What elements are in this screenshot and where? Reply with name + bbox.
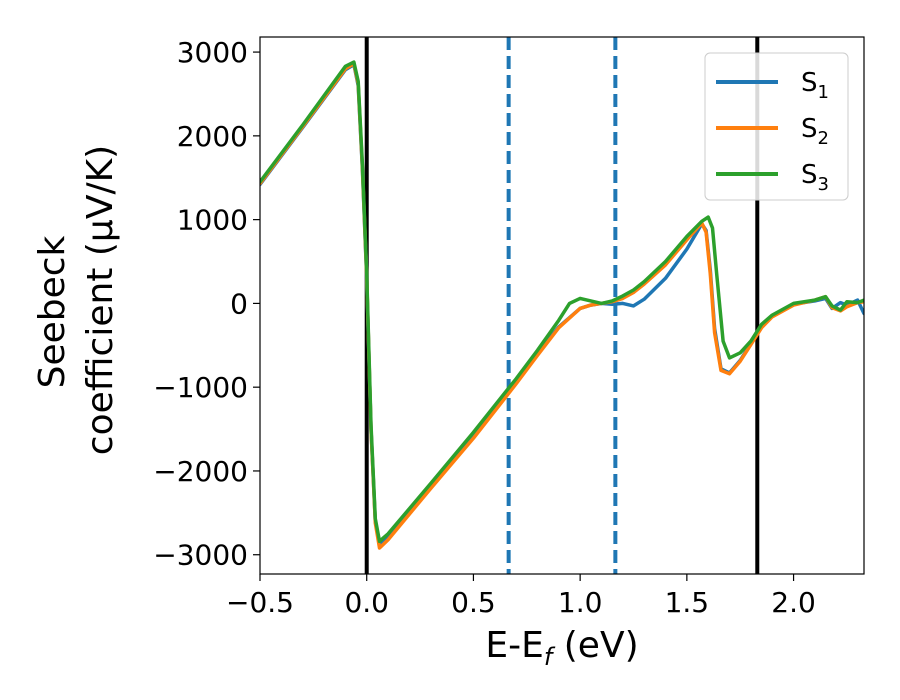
- legend-label-s1: S1: [801, 68, 829, 103]
- legend-label-s3: S3: [801, 160, 829, 195]
- y-tick-label: −3000: [153, 539, 248, 572]
- x-tick-label: 1.5: [665, 586, 710, 619]
- y-tick-label: 1000: [177, 204, 248, 237]
- axis-ticks: −0.5 0.0 0.5 1.0 1.5 2.0 −3000 −2000 −1000 0 1000 2…: [153, 36, 816, 619]
- x-tick-label: 1.0: [558, 586, 603, 619]
- y-axis-title: Seebeck coefficient (μV/K): [32, 145, 121, 455]
- y-tick-label: 2000: [177, 120, 248, 153]
- x-tick-label: 2.0: [771, 586, 816, 619]
- y-axis-title-line1: Seebeck: [32, 235, 73, 388]
- series-lines: [260, 60, 864, 550]
- y-axis-title-line2: coefficient (μV/K): [80, 145, 121, 455]
- y-tick-label: −2000: [153, 455, 248, 488]
- x-axis-title: E-Ef (eV): [485, 625, 638, 671]
- plot-frame: [259, 36, 865, 575]
- x-axis-title-main: E-E: [485, 625, 543, 666]
- series-line-s3: [260, 60, 864, 544]
- y-tick-label: −1000: [153, 371, 248, 404]
- legend: S1 S2 S3: [704, 52, 849, 201]
- y-tick-label: 3000: [177, 36, 248, 69]
- x-axis-title-unit: (eV): [552, 625, 638, 666]
- y-tick-label: 0: [230, 287, 248, 320]
- x-tick-label: −0.5: [226, 586, 294, 619]
- x-tick-label: 0.5: [451, 586, 496, 619]
- legend-label-s2: S2: [801, 114, 829, 149]
- x-tick-label: 0.0: [344, 586, 389, 619]
